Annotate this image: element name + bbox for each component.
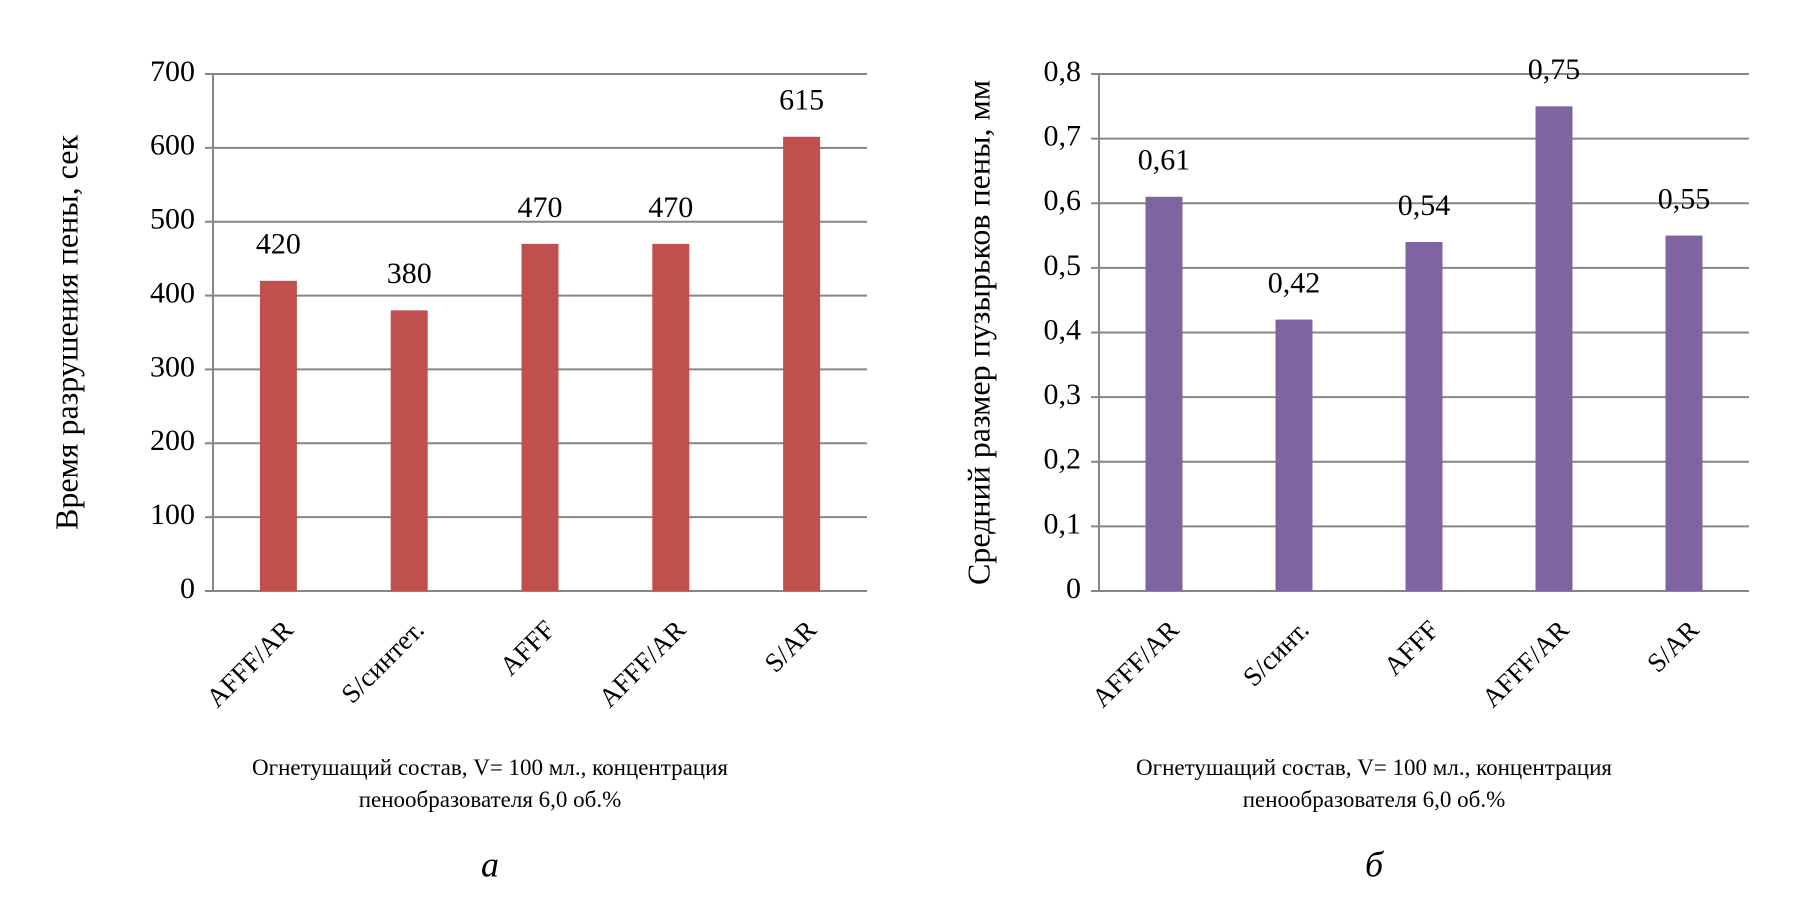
y-tick-label: 0,5 xyxy=(1044,249,1082,282)
x-axis-label: Огнетушащий состав, V= 100 мл., концентр… xyxy=(252,755,728,812)
caption: б xyxy=(1365,844,1385,884)
bar xyxy=(1275,319,1313,591)
y-tick-label: 300 xyxy=(150,350,195,383)
y-tick-label: 200 xyxy=(150,424,195,457)
y-tick-label: 100 xyxy=(150,498,195,531)
x-axis-label: Огнетушащий состав, V= 100 мл., концентр… xyxy=(1136,755,1612,812)
value-label: 0,42 xyxy=(1268,266,1321,299)
bar xyxy=(1405,242,1443,591)
value-label: 0,55 xyxy=(1658,182,1711,215)
x-tick-label: AFFF/AR xyxy=(1086,614,1185,713)
y-axis-label: Средний размер пузырьков пены, мм xyxy=(960,80,996,585)
y-tick-label: 0 xyxy=(1066,572,1081,605)
bar xyxy=(259,280,297,591)
value-label: 0,61 xyxy=(1138,144,1191,177)
caption: а xyxy=(481,844,499,884)
y-tick-label: 0 xyxy=(180,572,195,605)
y-axis-label: Время разрушения пены, сек xyxy=(48,135,84,531)
y-tick-label: 0,4 xyxy=(1044,313,1082,346)
bar xyxy=(652,243,690,591)
bar xyxy=(521,243,559,591)
y-tick-label: 700 xyxy=(150,55,195,88)
x-tick-label: S/AR xyxy=(759,614,823,678)
value-label: 470 xyxy=(518,191,563,224)
y-tick-label: 0,1 xyxy=(1044,507,1082,540)
x-tick-label: AFFF/AR xyxy=(200,614,299,713)
value-label: 615 xyxy=(779,84,824,117)
x-tick-label: S/синтет. xyxy=(335,614,430,709)
value-label: 380 xyxy=(387,257,432,290)
y-tick-label: 500 xyxy=(150,203,195,236)
x-tick-label: AFFF/AR xyxy=(1476,614,1575,713)
y-tick-label: 0,6 xyxy=(1044,184,1082,217)
y-tick-label: 0,8 xyxy=(1044,55,1082,88)
bar xyxy=(1145,196,1183,591)
y-tick-label: 600 xyxy=(150,129,195,162)
y-tick-label: 0,2 xyxy=(1044,443,1082,476)
value-label: 0,54 xyxy=(1398,189,1451,222)
x-tick-label: AFFF xyxy=(494,614,561,681)
x-tick-label: AFFF xyxy=(1378,614,1445,681)
x-tick-label: AFFF/AR xyxy=(593,614,692,713)
value-label: 470 xyxy=(648,191,693,224)
bar xyxy=(390,310,428,591)
y-tick-label: 0,7 xyxy=(1044,120,1082,153)
value-label: 420 xyxy=(256,228,301,261)
value-label: 0,75 xyxy=(1528,53,1581,86)
y-tick-label: 400 xyxy=(150,276,195,309)
bar xyxy=(1535,106,1573,591)
bar xyxy=(1665,235,1703,591)
x-tick-label: S/AR xyxy=(1641,614,1705,678)
bar xyxy=(783,136,821,591)
x-tick-label: S/синт. xyxy=(1237,614,1315,692)
y-tick-label: 0,3 xyxy=(1044,378,1082,411)
